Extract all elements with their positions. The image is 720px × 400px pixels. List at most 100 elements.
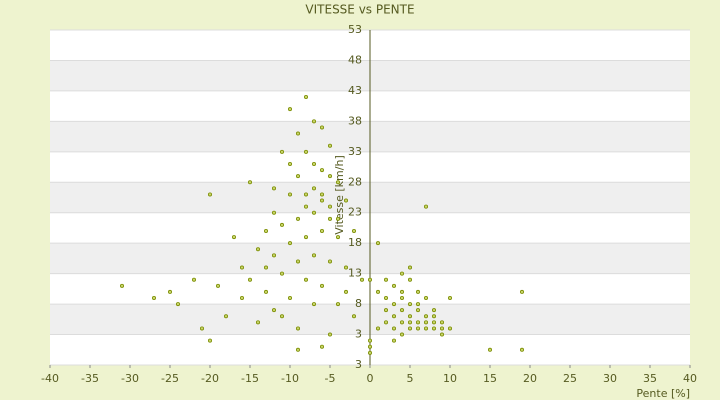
point bbox=[391, 314, 396, 319]
x-tick-label: -35 bbox=[81, 372, 99, 385]
point bbox=[431, 314, 436, 319]
point bbox=[311, 119, 316, 124]
point bbox=[279, 314, 284, 319]
point bbox=[287, 192, 292, 197]
y-tick-label: 33 bbox=[348, 145, 362, 158]
point bbox=[367, 344, 372, 349]
point bbox=[383, 320, 388, 325]
point bbox=[423, 204, 428, 209]
point bbox=[271, 253, 276, 258]
point bbox=[439, 326, 444, 331]
y-tick-label: 23 bbox=[348, 206, 362, 219]
point bbox=[311, 186, 316, 191]
x-tick-label: 15 bbox=[483, 372, 497, 385]
point bbox=[319, 283, 324, 288]
point bbox=[399, 332, 404, 337]
point bbox=[423, 326, 428, 331]
point bbox=[431, 308, 436, 313]
x-tick-label: -15 bbox=[241, 372, 259, 385]
point bbox=[335, 235, 340, 240]
point bbox=[391, 326, 396, 331]
point bbox=[319, 168, 324, 173]
point bbox=[327, 332, 332, 337]
y-tick-label: 13 bbox=[348, 267, 362, 280]
point bbox=[391, 302, 396, 307]
x-axis-label: Pente [%] bbox=[636, 387, 690, 400]
point bbox=[319, 192, 324, 197]
point bbox=[279, 149, 284, 154]
y-tick-label: 38 bbox=[348, 114, 362, 127]
point bbox=[279, 271, 284, 276]
point bbox=[287, 161, 292, 166]
x-tick-label: -30 bbox=[121, 372, 139, 385]
point bbox=[407, 326, 412, 331]
y-tick-label: 48 bbox=[348, 53, 362, 66]
point bbox=[399, 289, 404, 294]
point bbox=[319, 198, 324, 203]
point bbox=[423, 320, 428, 325]
point bbox=[120, 283, 125, 288]
point bbox=[375, 289, 380, 294]
point bbox=[415, 326, 420, 331]
point bbox=[311, 161, 316, 166]
point bbox=[431, 326, 436, 331]
point bbox=[287, 107, 292, 112]
x-tick-label: -25 bbox=[161, 372, 179, 385]
y-tick-label: 18 bbox=[348, 236, 362, 249]
point bbox=[271, 210, 276, 215]
point bbox=[207, 192, 212, 197]
point bbox=[439, 332, 444, 337]
y-tick-label: 3 bbox=[355, 358, 362, 371]
point bbox=[367, 350, 372, 355]
point bbox=[407, 302, 412, 307]
point bbox=[327, 204, 332, 209]
point bbox=[415, 289, 420, 294]
point bbox=[271, 186, 276, 191]
point bbox=[303, 204, 308, 209]
x-tick-label: 20 bbox=[523, 372, 537, 385]
point bbox=[343, 289, 348, 294]
point bbox=[295, 174, 300, 179]
point bbox=[335, 216, 340, 221]
point bbox=[399, 295, 404, 300]
x-tick-label: -10 bbox=[281, 372, 299, 385]
point bbox=[431, 320, 436, 325]
point bbox=[319, 125, 324, 130]
point bbox=[151, 295, 156, 300]
point bbox=[295, 259, 300, 264]
x-tick-label: 25 bbox=[563, 372, 577, 385]
point bbox=[199, 326, 204, 331]
point bbox=[167, 289, 172, 294]
point bbox=[359, 277, 364, 282]
y-tick-label: 28 bbox=[348, 175, 362, 188]
point bbox=[287, 295, 292, 300]
point bbox=[223, 314, 228, 319]
point bbox=[303, 95, 308, 100]
point bbox=[423, 314, 428, 319]
x-tick-label: -20 bbox=[201, 372, 219, 385]
y-tick-label: 8 bbox=[355, 297, 362, 310]
point bbox=[295, 347, 300, 352]
x-tick-label: -40 bbox=[41, 372, 59, 385]
chart-title: VITESSE vs PENTE bbox=[305, 3, 414, 17]
point bbox=[383, 295, 388, 300]
point bbox=[311, 210, 316, 215]
point bbox=[439, 320, 444, 325]
x-tick-label: 30 bbox=[603, 372, 617, 385]
x-tick-label: 40 bbox=[683, 372, 697, 385]
point bbox=[311, 253, 316, 258]
point bbox=[447, 326, 452, 331]
point bbox=[343, 265, 348, 270]
x-tick-label: 10 bbox=[443, 372, 457, 385]
point bbox=[239, 265, 244, 270]
point bbox=[303, 235, 308, 240]
point bbox=[319, 228, 324, 233]
x-tick-label: 35 bbox=[643, 372, 657, 385]
point bbox=[375, 241, 380, 246]
point bbox=[215, 283, 220, 288]
point bbox=[335, 180, 340, 185]
point bbox=[351, 314, 356, 319]
point bbox=[399, 308, 404, 313]
point bbox=[399, 271, 404, 276]
